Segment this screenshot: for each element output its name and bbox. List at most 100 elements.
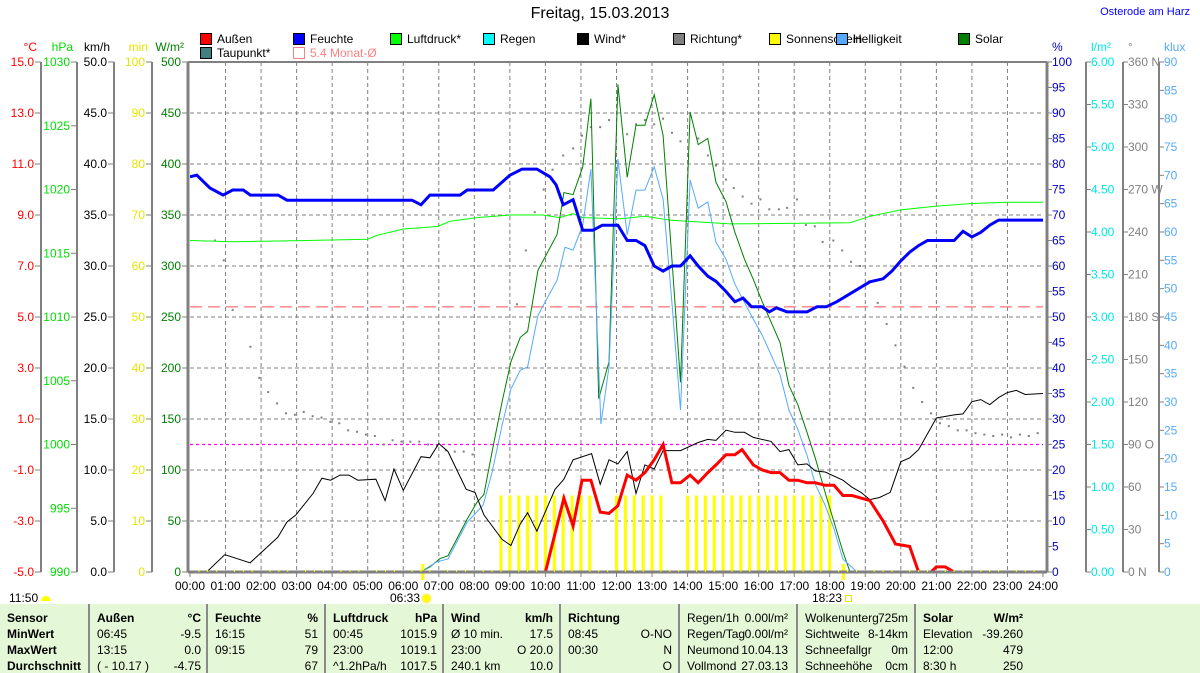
table-cell-value: 0cm	[885, 659, 908, 673]
station-location: Osterode am Harz	[1100, 6, 1190, 18]
y-tick-label-klux: 50	[1164, 282, 1178, 296]
direction-point	[653, 123, 656, 126]
direction-point	[912, 386, 915, 389]
x-tick-label: 20:00	[886, 579, 916, 593]
y-tick-label-pressure: 1020	[43, 183, 70, 197]
sunrise-time: 06:33	[390, 591, 421, 605]
y-tick-label-solar: 200	[161, 361, 181, 375]
table-cell-value: 10.0	[529, 659, 553, 673]
legend-item: Helligkeit	[836, 32, 902, 46]
y-tick-label-klux: 85	[1164, 83, 1178, 97]
axis-unit-wind: km/h	[83, 40, 110, 54]
y-tick-label-humidity: 50	[1052, 310, 1066, 324]
y-tick-label-humidity: 15	[1052, 489, 1066, 503]
y-tick-label-humidity: 90	[1052, 106, 1066, 120]
y-tick-label-direction: 150	[1128, 353, 1148, 367]
x-tick-label: 08:00	[459, 579, 489, 593]
table-cell-value: O 20.0	[516, 643, 553, 657]
y-tick-label-direction: 30	[1128, 523, 1142, 537]
y-tick-label-humidity: 55	[1052, 285, 1066, 299]
x-tick-label: 17:00	[779, 579, 809, 593]
legend-swatch-icon	[390, 33, 402, 45]
direction-point	[373, 435, 376, 437]
legend-swatch-icon	[483, 33, 495, 45]
table-cell-value: hPa	[414, 611, 437, 625]
y-tick-label-temp: -5.0	[13, 565, 34, 579]
y-tick-label-sun: 20	[132, 463, 146, 477]
y-tick-label-temp: 1.0	[17, 412, 34, 426]
sunshine-bar	[588, 495, 592, 572]
direction-point	[222, 259, 225, 262]
weather-chart: 00:00 01:00 02:00 03:00 04:00 05:00 06:00 07:00…	[11, 55, 1178, 593]
y-tick-label-solar: 150	[161, 412, 181, 426]
direction-point	[1027, 435, 1030, 437]
table-cell-label: Feuchte	[215, 611, 262, 625]
axis-unit-klux: klux	[1164, 40, 1186, 54]
table-cell-label: 09:15	[215, 643, 246, 657]
y-tick-label-rain: 6.00	[1091, 55, 1115, 69]
y-tick-label-klux: 65	[1164, 197, 1178, 211]
y-tick-label-solar: 450	[161, 106, 181, 120]
y-tick-label-sun: 50	[132, 310, 146, 324]
direction-point	[462, 450, 465, 453]
axis-unit-humidity: %	[1052, 40, 1063, 54]
y-tick-label-wind: 35.0	[84, 208, 108, 222]
table-cell-label: ^1.2hPa/h	[333, 659, 387, 673]
table-separator	[88, 604, 90, 673]
sunshine-bar	[570, 495, 574, 572]
series-luftdruck	[190, 201, 1043, 243]
day-length-label: 11:50	[9, 591, 39, 605]
y-tick-label-sun: 60	[132, 259, 146, 273]
series-wind	[206, 389, 1043, 572]
table-separator	[796, 604, 798, 673]
table-cell-label: 08:45	[568, 627, 599, 641]
sunset-time: 18:23	[812, 591, 843, 605]
table-cell-value: 250	[1002, 659, 1023, 673]
y-tick-label-pressure: 1025	[43, 119, 70, 133]
y-tick-label-direction: 120	[1128, 395, 1148, 409]
y-tick-label-humidity: 35	[1052, 387, 1066, 401]
y-tick-label-direction: 0 N	[1128, 565, 1147, 579]
y-tick-label-humidity: 85	[1052, 132, 1066, 146]
y-tick-label-rain: 4.50	[1091, 183, 1115, 197]
direction-point	[796, 198, 799, 201]
x-tick-label: 10:00	[530, 579, 560, 593]
y-tick-label-temp: 13.0	[11, 106, 35, 120]
direction-point	[759, 198, 762, 201]
legend-item: Richtung*	[673, 32, 742, 46]
direction-point	[643, 119, 646, 122]
y-tick-label-rain: 5.00	[1091, 140, 1115, 154]
table-cell-value: 1015.9	[400, 627, 437, 641]
table-cell-label: Schneefallgr	[805, 643, 872, 657]
legend-label: Helligkeit	[853, 32, 902, 46]
y-tick-label-temp: 11.0	[12, 157, 35, 171]
y-tick-label-klux: 90	[1164, 55, 1178, 69]
y-tick-label-solar: 250	[161, 310, 181, 324]
table-cell-label: 13:15	[97, 643, 128, 657]
direction-point	[921, 401, 924, 403]
table-cell-label: Wind	[451, 611, 481, 625]
legend-item: Regen	[483, 32, 535, 46]
y-tick-label-klux: 30	[1164, 395, 1178, 409]
direction-point	[515, 303, 518, 306]
y-tick-label-humidity: 60	[1052, 259, 1066, 273]
axis-unit-solar: W/m²	[155, 40, 184, 54]
direction-point	[1001, 433, 1004, 436]
y-tick-label-rain: 1.50	[1091, 438, 1115, 452]
y-tick-label-temp: 15.0	[11, 55, 35, 69]
legend-label: Regen	[500, 32, 536, 46]
y-tick-label-sun: 70	[132, 208, 146, 222]
table-cell-label: 00:45	[333, 627, 364, 641]
direction-point	[599, 126, 602, 129]
y-tick-label-rain: 2.00	[1091, 395, 1115, 409]
sunshine-bar	[508, 495, 512, 572]
y-tick-label-wind: 0.0	[90, 565, 107, 579]
table-cell-label: 16:15	[215, 627, 246, 641]
table-separator	[678, 604, 680, 673]
sunshine-bar	[517, 495, 521, 572]
direction-point	[213, 239, 216, 242]
series-feuchte	[190, 167, 1043, 314]
y-tick-label-wind: 30.0	[84, 259, 108, 273]
y-tick-label-sun: 100	[125, 55, 145, 69]
table-cell-label: Richtung	[568, 611, 620, 625]
